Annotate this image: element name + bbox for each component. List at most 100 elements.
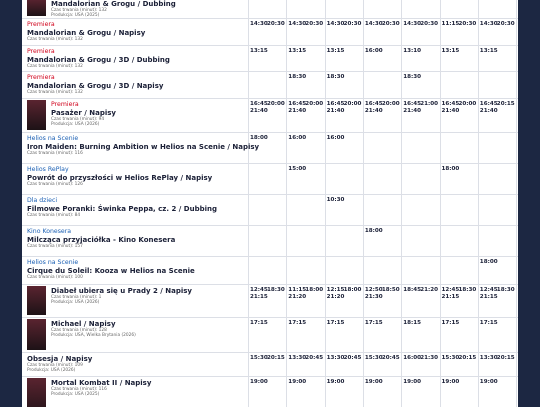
showtime[interactable]: 19:00 [403,379,421,385]
showtime[interactable]: 17:15 [479,320,498,326]
showtime[interactable]: 15:00 [288,166,307,172]
showtime[interactable]: 13:15 [441,48,460,54]
showtime[interactable]: 13:30 [479,355,498,361]
showtime[interactable]: 16:45 [288,101,307,107]
showtime[interactable]: 14:30 [250,21,268,27]
showtime[interactable]: 18:15 [403,320,421,326]
showtime[interactable]: 15:30 [364,355,383,361]
showtime[interactable]: 15:30 [250,355,268,361]
showtime[interactable]: 19:00 [288,379,307,385]
showtime[interactable]: 14:30 [288,21,307,27]
showtime[interactable]: 16:00 [403,355,421,361]
showtime[interactable]: 18:30 [458,287,477,293]
showtime[interactable]: 21:40 [403,108,421,114]
showtime[interactable]: 13:15 [250,48,268,54]
showtime[interactable]: 21:00 [420,101,438,107]
showtime[interactable]: 13:15 [326,48,345,54]
showtime[interactable]: 20:15 [458,355,477,361]
showtime[interactable]: 18:30 [267,287,285,293]
showtime[interactable]: 17:15 [250,320,268,326]
showtime[interactable]: 16:45 [441,101,460,107]
showtime[interactable]: 11:15 [441,21,460,27]
showtime[interactable]: 20:00 [305,101,324,107]
showtime[interactable]: 21:40 [250,108,268,114]
showtime[interactable]: 17:15 [441,320,460,326]
showtime[interactable]: 20:30 [496,21,515,27]
showtime[interactable]: 18:00 [305,287,324,293]
showtime[interactable]: 20:30 [305,21,324,27]
showtime[interactable]: 21:20 [326,294,345,300]
showtime[interactable]: 20:00 [267,101,285,107]
showtime[interactable]: 20:00 [381,101,400,107]
showtime[interactable]: 16:45 [403,101,421,107]
showtime[interactable]: 21:30 [364,294,383,300]
showtime[interactable]: 20:30 [267,21,285,27]
showtime[interactable]: 18:30 [326,74,345,80]
showtime[interactable]: 20:15 [496,101,515,107]
showtime[interactable]: 18:45 [403,287,421,293]
showtime[interactable]: 21:30 [420,355,438,361]
showtime[interactable]: 20:45 [381,355,400,361]
showtime[interactable]: 19:00 [250,379,268,385]
showtime[interactable]: 16:45 [250,101,268,107]
showtime[interactable]: 18:00 [364,228,383,234]
showtime[interactable]: 12:45 [250,287,268,293]
showtime[interactable]: 19:00 [441,379,460,385]
showtime[interactable]: 21:40 [326,108,345,114]
showtime[interactable]: 21:15 [479,294,498,300]
showtime[interactable]: 18:30 [403,74,421,80]
showtime[interactable]: 13:30 [288,355,307,361]
showtime[interactable]: 19:00 [326,379,345,385]
showtime[interactable]: 20:30 [343,21,362,27]
showtime[interactable]: 20:00 [458,101,477,107]
showtime[interactable]: 21:40 [364,108,383,114]
showtime[interactable]: 12:50 [364,287,383,293]
showtime[interactable]: 21:20 [288,294,307,300]
showtime[interactable]: 19:00 [364,379,383,385]
showtime[interactable]: 21:15 [441,294,460,300]
showtime[interactable]: 20:00 [343,101,362,107]
showtime[interactable]: 13:30 [326,355,345,361]
showtime[interactable]: 16:00 [364,48,383,54]
showtime[interactable]: 18:50 [381,287,400,293]
showtime[interactable]: 18:00 [479,259,498,265]
showtime[interactable]: 18:30 [496,287,515,293]
showtime[interactable]: 12:45 [441,287,460,293]
showtime[interactable]: 10:30 [326,197,345,203]
showtime[interactable]: 20:30 [458,21,477,27]
showtime[interactable]: 16:45 [326,101,345,107]
showtime[interactable]: 20:15 [267,355,285,361]
showtime[interactable]: 17:15 [326,320,345,326]
showtime[interactable]: 14:30 [326,21,345,27]
showtime[interactable]: 20:45 [343,355,362,361]
showtime[interactable]: 21:40 [288,108,307,114]
showtime[interactable]: 12:45 [479,287,498,293]
showtime[interactable]: 21:15 [250,294,268,300]
showtime[interactable]: 14:30 [403,21,421,27]
showtime[interactable]: 17:15 [364,320,383,326]
showtime[interactable]: 16:45 [364,101,383,107]
showtime[interactable]: 13:10 [403,48,421,54]
showtime[interactable]: 20:30 [381,21,400,27]
showtime[interactable]: 21:20 [420,287,438,293]
showtime[interactable]: 20:30 [420,21,438,27]
showtime[interactable]: 15:30 [441,355,460,361]
showtime[interactable]: 18:00 [343,287,362,293]
showtime[interactable]: 21:40 [441,108,460,114]
showtime[interactable]: 14:30 [364,21,383,27]
showtime[interactable]: 19:00 [479,379,498,385]
showtime[interactable]: 20:15 [496,355,515,361]
showtime[interactable]: 13:15 [288,48,307,54]
showtime[interactable]: 16:00 [326,135,345,141]
showtime[interactable]: 18:00 [441,166,460,172]
showtime[interactable]: 16:00 [288,135,307,141]
showtime[interactable]: 11:15 [288,287,307,293]
showtime[interactable]: 16:45 [479,101,498,107]
showtime[interactable]: 18:30 [288,74,307,80]
showtime[interactable]: 17:15 [288,320,307,326]
showtime[interactable]: 18:00 [250,135,268,141]
showtime[interactable]: 14:30 [479,21,498,27]
showtime[interactable]: 21:40 [479,108,498,114]
showtime[interactable]: 20:45 [305,355,324,361]
showtime[interactable]: 12:15 [326,287,345,293]
